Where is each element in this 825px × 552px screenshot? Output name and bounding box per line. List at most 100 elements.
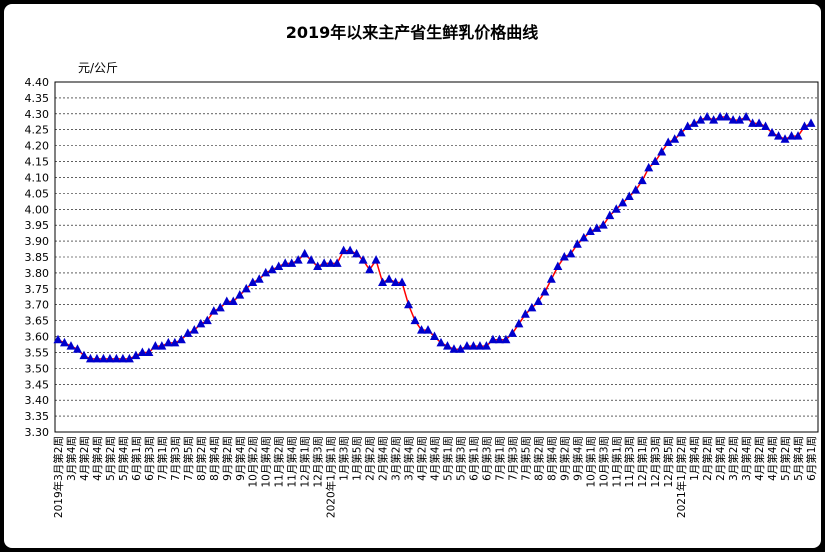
marker <box>579 232 589 242</box>
marker <box>709 115 719 124</box>
marker <box>261 267 271 277</box>
y-tick-label: 3.85 <box>25 251 50 264</box>
marker <box>728 115 738 124</box>
x-tick-label: 9月第2周 <box>221 436 234 481</box>
panel <box>4 4 821 548</box>
marker <box>345 245 355 255</box>
marker <box>806 118 816 127</box>
marker <box>248 277 258 286</box>
x-tick-label: 5月第4周 <box>117 436 130 481</box>
x-tick-label: 1月第5周 <box>351 436 364 481</box>
marker <box>118 353 128 363</box>
x-tick-label: 10月第3周 <box>597 436 610 488</box>
x-tick-label: 4月第4周 <box>766 436 779 481</box>
marker <box>514 318 524 328</box>
marker <box>339 245 349 255</box>
marker <box>670 134 680 143</box>
y-tick-label: 3.50 <box>25 362 50 375</box>
x-tick-label: 4月第4周 <box>91 436 104 481</box>
y-tick-label: 3.80 <box>25 267 50 280</box>
marker <box>430 331 439 341</box>
marker <box>358 255 368 264</box>
x-tick-label: 9月第2周 <box>558 436 571 481</box>
y-tick-label: 3.90 <box>25 235 50 248</box>
y-tick-label: 3.60 <box>25 331 50 344</box>
marker <box>313 261 323 271</box>
marker <box>319 258 329 267</box>
marker <box>546 274 556 283</box>
marker <box>494 334 504 344</box>
marker <box>53 334 63 344</box>
marker <box>300 248 310 258</box>
marker <box>618 197 628 207</box>
marker <box>85 353 95 363</box>
x-tick-label: 12月第1周 <box>299 436 312 488</box>
marker <box>371 255 381 264</box>
marker <box>793 131 803 140</box>
marker <box>754 118 764 127</box>
marker <box>202 315 212 325</box>
marker <box>644 162 654 172</box>
x-tick-label: 1月第4周 <box>688 436 701 481</box>
marker <box>553 261 563 271</box>
marker <box>92 353 102 363</box>
marker <box>157 341 167 350</box>
x-tick-label: 4月第4周 <box>429 436 442 481</box>
marker <box>235 290 245 299</box>
x-tick-label: 5月第2周 <box>779 436 792 481</box>
marker <box>475 341 485 350</box>
x-tick-label: 11月第2周 <box>273 436 286 488</box>
marker <box>676 127 686 137</box>
x-tick-label: 3月第2周 <box>390 436 403 481</box>
marker <box>507 328 517 337</box>
x-tick-label: 10月第4周 <box>260 436 273 488</box>
marker <box>332 258 342 267</box>
marker <box>735 115 745 124</box>
marker <box>650 156 660 166</box>
x-tick-label: 7月第3周 <box>506 436 519 481</box>
marker <box>222 296 232 306</box>
marker <box>592 223 602 232</box>
marker <box>637 175 647 185</box>
marker <box>293 255 303 264</box>
marker <box>170 337 180 347</box>
marker <box>72 344 82 353</box>
marker <box>533 296 543 306</box>
marker <box>384 274 394 283</box>
x-tick-label: 5月第3周 <box>454 436 467 481</box>
marker <box>585 226 595 236</box>
y-tick-label: 3.95 <box>25 219 50 232</box>
y-tick-label: 3.30 <box>25 426 50 439</box>
marker <box>189 325 199 334</box>
marker <box>150 341 160 350</box>
marker <box>689 118 699 127</box>
x-tick-label: 5月第2周 <box>104 436 117 481</box>
marker <box>254 274 264 283</box>
marker <box>800 121 810 131</box>
x-tick-label: 2月第2周 <box>364 436 377 481</box>
marker <box>280 258 290 267</box>
marker <box>397 277 407 286</box>
x-tick-label: 12月第1周 <box>636 436 649 488</box>
marker <box>657 147 667 156</box>
x-tick-label: 10月第1周 <box>584 436 597 488</box>
marker <box>501 334 511 344</box>
marker <box>183 328 193 337</box>
marker <box>98 353 108 363</box>
marker <box>267 264 277 274</box>
x-tick-label: 2020年1月第1周 <box>325 436 338 518</box>
y-tick-label: 3.35 <box>25 410 50 423</box>
chart-title: 2019年以来主产省生鲜乳价格曲线 <box>286 23 539 42</box>
x-tick-label: 10月第2周 <box>247 436 260 488</box>
marker <box>767 127 777 137</box>
x-tick-label: 9月第4周 <box>234 436 247 481</box>
marker <box>365 264 375 274</box>
marker <box>748 118 758 127</box>
marker <box>66 341 76 350</box>
marker <box>540 287 550 296</box>
marker <box>598 220 608 229</box>
x-tick-label: 2月第2周 <box>701 436 714 481</box>
x-tick-label: 2月第4周 <box>377 436 390 481</box>
marker <box>391 277 401 286</box>
